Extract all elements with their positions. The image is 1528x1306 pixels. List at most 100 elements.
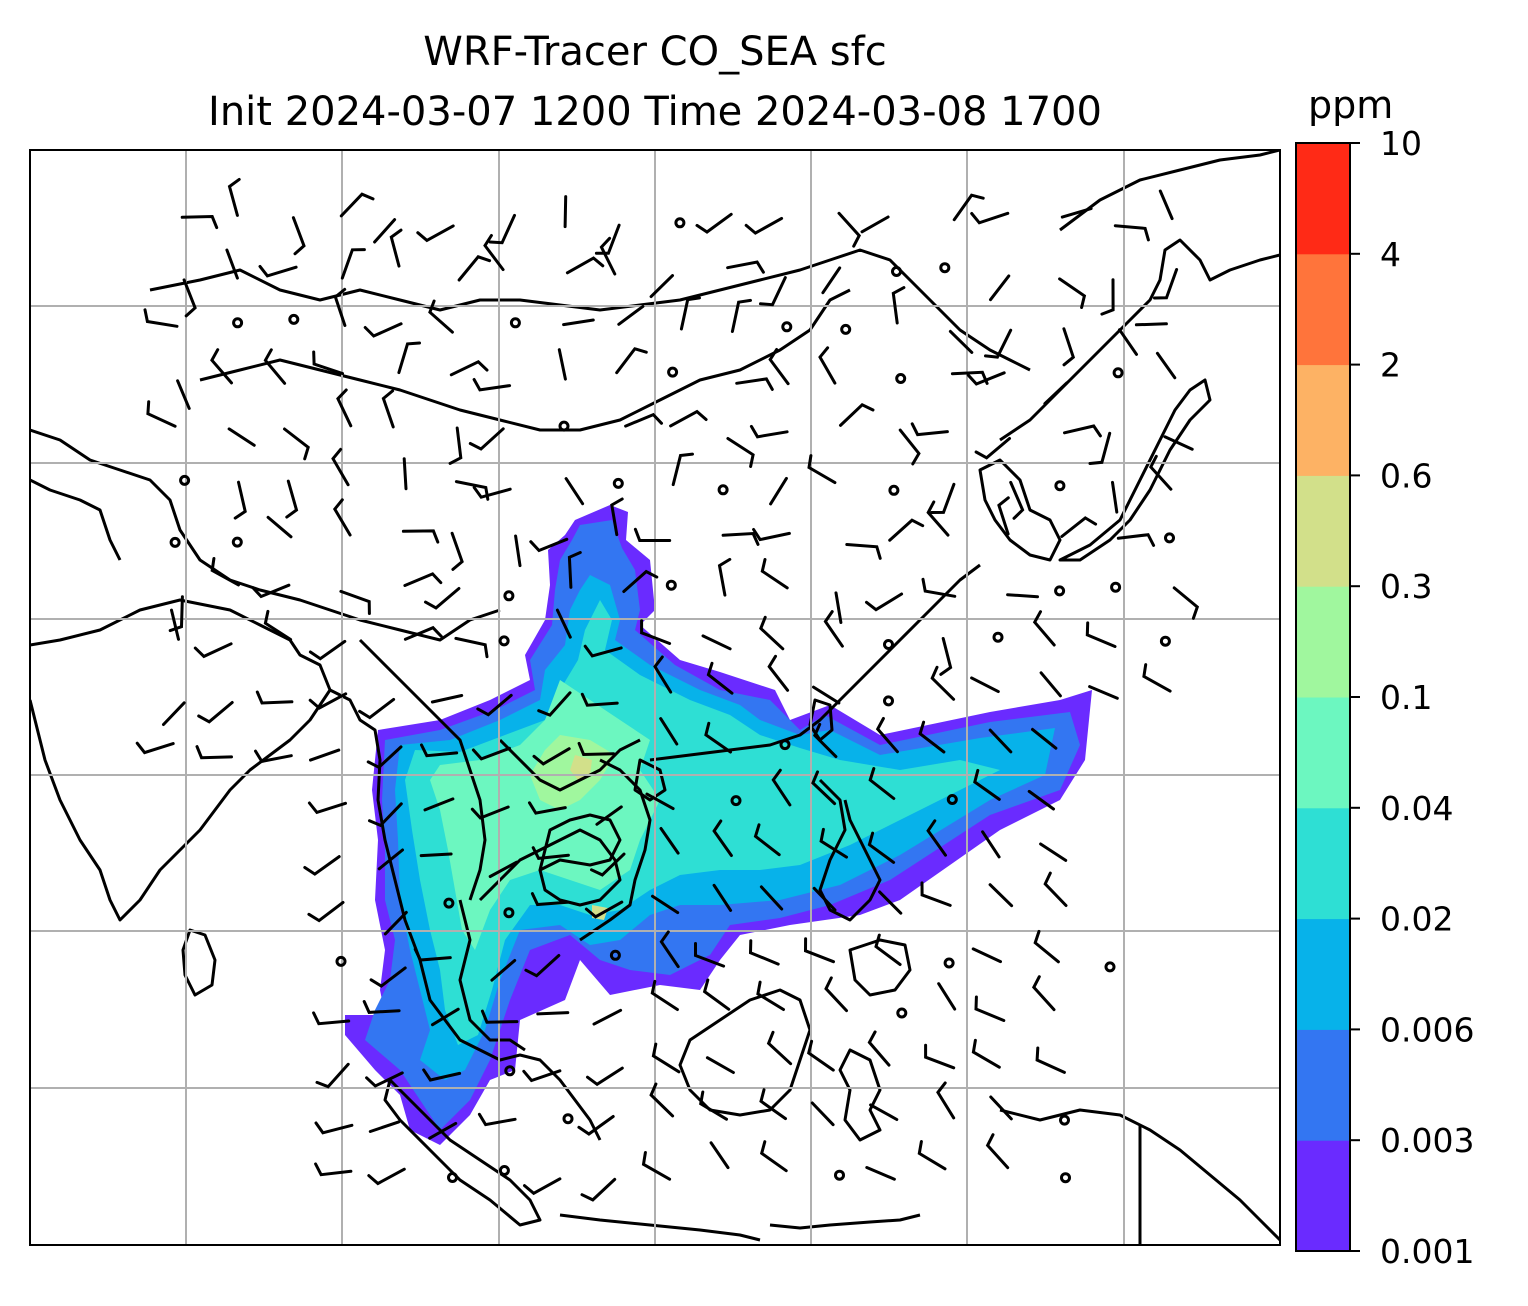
wind-barb: [339, 589, 371, 615]
wind-barb: [1148, 454, 1173, 491]
wind-barb: [712, 883, 733, 912]
wind-barb: [811, 770, 837, 806]
wind-barbs: [135, 177, 1200, 1202]
wind-barb: [1172, 586, 1200, 620]
wind-barb: [756, 980, 785, 1011]
wind-barb: [389, 228, 403, 268]
calm-wind-circle: [558, 420, 570, 432]
border-mongolia: [149, 248, 1031, 372]
wind-barb: [594, 223, 621, 255]
wind-barb: [584, 900, 624, 919]
colorbar-segment: [1296, 364, 1350, 476]
wind-barb: [926, 500, 950, 537]
wind-barb: [369, 966, 407, 988]
map-title-line2: Init 2024-03-07 1200 Time 2024-03-08 170…: [208, 89, 1102, 135]
wind-barb: [759, 615, 785, 651]
wind-barb: [577, 1115, 615, 1136]
calm-wind-circle: [179, 474, 191, 486]
wind-barb: [971, 947, 1002, 964]
wind-barb: [303, 855, 341, 876]
wind-barb: [615, 347, 648, 375]
colorbar-segment: [1296, 475, 1350, 587]
colorbar-tick-label: 0.02: [1380, 900, 1453, 939]
wind-barb: [810, 1101, 835, 1127]
wind-barb: [971, 1038, 1001, 1069]
calm-wind-circle: [231, 536, 243, 548]
wind-barb: [363, 322, 403, 338]
coastline-south-china: [649, 563, 981, 762]
calm-wind-circle: [443, 897, 455, 909]
wind-barb: [428, 1121, 458, 1140]
wind-barb: [180, 214, 219, 230]
wind-barb: [377, 848, 404, 871]
wind-barb: [308, 692, 348, 710]
wind-barb: [358, 697, 396, 720]
wind-barb: [867, 831, 896, 864]
wind-barb: [420, 743, 459, 758]
wind-barb: [759, 276, 787, 307]
calm-wind-circle: [883, 639, 894, 650]
wind-barb: [477, 1112, 517, 1127]
wind-barb: [449, 359, 489, 377]
wind-barb: [920, 881, 952, 907]
map-panel: [30, 150, 1280, 1245]
wind-barb: [403, 625, 443, 641]
calm-wind-circle: [1104, 961, 1116, 973]
coastline-vietnam: [579, 758, 652, 942]
wind-barb: [930, 482, 956, 514]
wind-barb: [752, 528, 791, 542]
wind-barb: [368, 802, 403, 828]
wind-barb: [760, 558, 789, 590]
wind-barb: [480, 1009, 519, 1024]
coastline-borneo: [678, 988, 812, 1117]
wind-barb: [701, 634, 732, 651]
wind-barb: [875, 717, 899, 754]
border-cambodia: [538, 813, 622, 872]
wind-barb: [146, 400, 177, 428]
wind-barb: [565, 256, 605, 275]
wind-barb: [671, 452, 694, 487]
wind-barb: [970, 676, 1000, 694]
wind-barb: [490, 959, 517, 982]
wind-barb: [367, 1167, 406, 1186]
wind-barb: [193, 642, 233, 659]
coastline-japan: [1058, 378, 1212, 562]
calm-wind-circle: [665, 579, 677, 591]
wind-barb: [717, 557, 732, 597]
wind-barb: [1116, 533, 1156, 547]
wind-barb: [888, 518, 925, 542]
calm-wind-circle: [447, 1172, 458, 1183]
wind-barb: [898, 428, 921, 466]
wind-barb: [210, 557, 240, 587]
coastline-russia-east: [1059, 150, 1280, 232]
wind-barb: [721, 531, 760, 546]
wind-barb: [806, 1039, 835, 1072]
wind-barb: [176, 379, 191, 410]
wind-barb: [706, 661, 734, 695]
coastline-india: [30, 598, 332, 922]
wind-barb: [263, 609, 293, 641]
map-title-line1: WRF-Tracer CO_SEA sfc: [423, 29, 887, 75]
wind-barb: [263, 348, 287, 385]
wind-barb: [251, 583, 291, 599]
wind-barb: [891, 286, 906, 325]
wind-barb: [818, 346, 837, 385]
wind-barb: [679, 296, 701, 331]
wind-barb: [726, 437, 755, 468]
wind-barb: [622, 569, 659, 593]
wind-barb: [651, 1042, 681, 1074]
wind-barb: [476, 693, 513, 717]
wind-barb: [974, 995, 1006, 1022]
wind-barb: [641, 1151, 672, 1181]
wind-barb: [694, 942, 726, 968]
colorbar-segment: [1296, 918, 1350, 1030]
colorbar-tick-label: 0.006: [1380, 1010, 1474, 1049]
wind-barb: [1118, 328, 1138, 356]
wind-barb: [592, 1008, 623, 1026]
wind-barb: [918, 720, 946, 754]
coastline-java: [559, 1213, 761, 1242]
calm-wind-circle: [943, 957, 955, 969]
wind-barb: [744, 216, 784, 235]
wind-barb: [669, 409, 708, 428]
wind-barb: [695, 212, 733, 234]
